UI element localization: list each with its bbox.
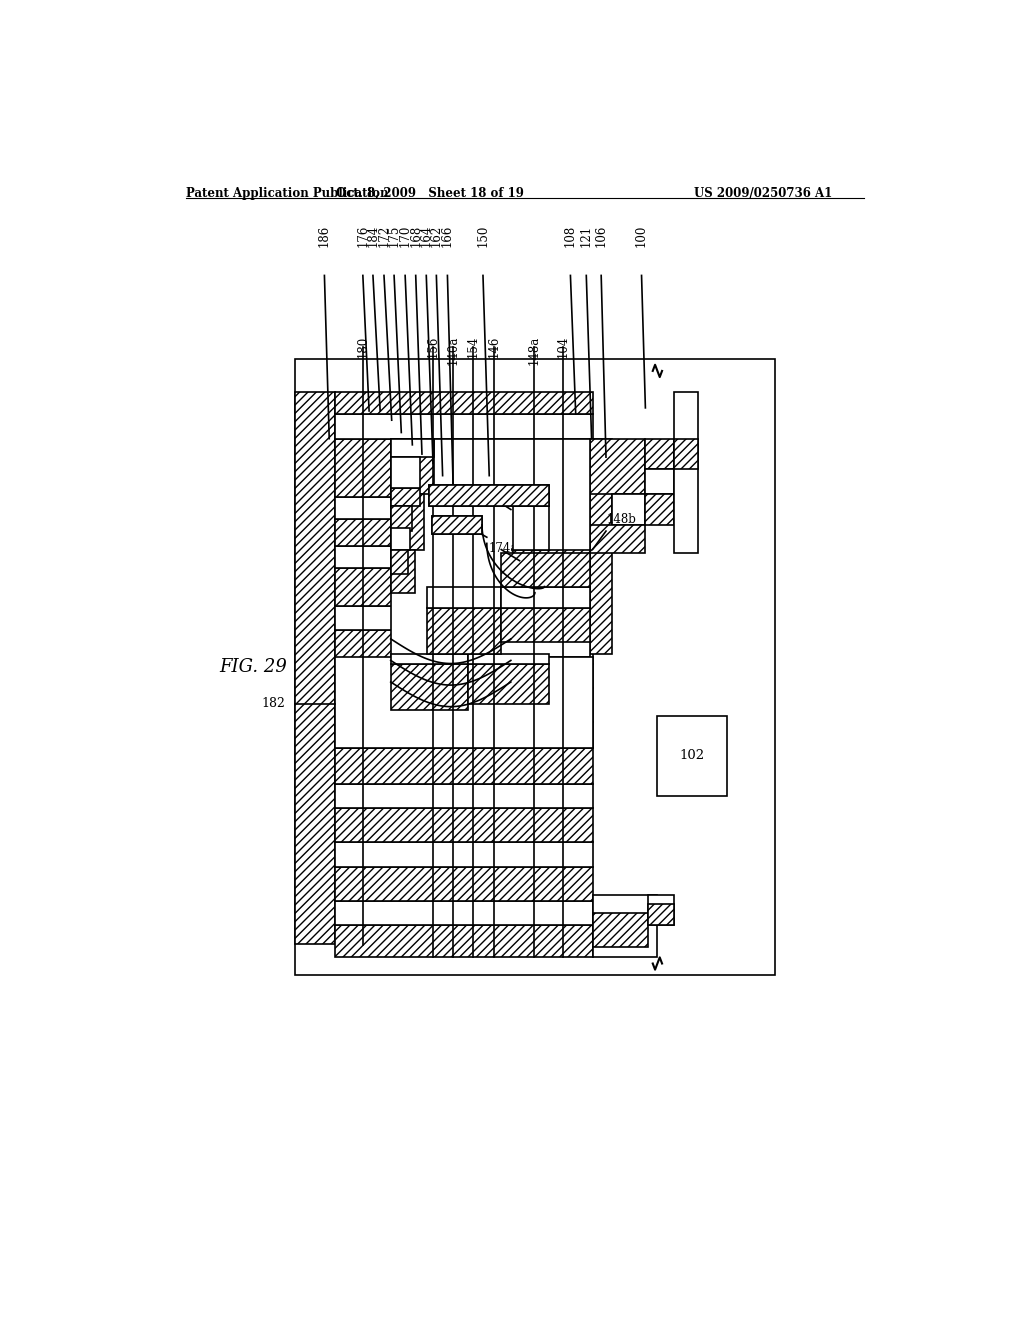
Bar — [336, 925, 593, 957]
Bar — [431, 516, 482, 535]
Bar — [336, 438, 593, 498]
Text: 146: 146 — [487, 335, 501, 358]
Bar — [391, 549, 408, 574]
Text: 106: 106 — [595, 224, 607, 247]
Bar — [391, 488, 420, 507]
Bar — [674, 438, 698, 470]
Bar — [648, 895, 674, 925]
Bar — [391, 655, 468, 664]
Bar — [336, 606, 593, 630]
Bar — [336, 722, 593, 748]
Text: 148a: 148a — [527, 335, 541, 364]
Text: 164: 164 — [420, 224, 433, 247]
Text: 174a: 174a — [488, 541, 518, 554]
Bar — [336, 842, 593, 867]
Text: 172: 172 — [378, 224, 390, 247]
Text: Patent Application Publication: Patent Application Publication — [186, 187, 389, 199]
Text: 162: 162 — [430, 224, 442, 247]
Bar — [336, 546, 593, 568]
Text: 104: 104 — [556, 335, 569, 358]
Bar — [336, 784, 593, 808]
Bar — [391, 528, 410, 549]
Bar — [391, 494, 424, 549]
Text: 176: 176 — [356, 224, 370, 247]
Bar — [336, 748, 593, 784]
Bar — [336, 808, 593, 842]
Bar — [501, 609, 590, 642]
Text: 168: 168 — [410, 224, 422, 247]
Bar — [645, 470, 674, 494]
Bar — [336, 519, 593, 546]
Bar — [645, 438, 674, 470]
Bar — [648, 904, 674, 925]
Text: 175: 175 — [388, 224, 400, 247]
Bar — [336, 568, 593, 606]
Text: 184: 184 — [367, 224, 380, 247]
Text: 148b: 148b — [607, 513, 637, 527]
Bar — [427, 586, 501, 609]
Text: 108: 108 — [564, 224, 577, 247]
Text: FIG. 29: FIG. 29 — [219, 657, 288, 676]
Bar — [501, 553, 590, 586]
Bar — [590, 438, 611, 655]
Bar — [391, 438, 434, 494]
Bar — [391, 457, 420, 488]
Text: 140a: 140a — [446, 335, 460, 364]
Bar — [468, 664, 549, 704]
Bar — [336, 664, 593, 688]
Bar — [590, 438, 645, 494]
Bar — [590, 525, 645, 553]
Text: 174b: 174b — [513, 513, 544, 527]
Text: 156: 156 — [427, 335, 439, 358]
Bar — [513, 507, 549, 549]
Bar — [468, 655, 549, 664]
Bar — [336, 657, 593, 748]
Bar — [513, 549, 590, 599]
Bar — [431, 516, 482, 535]
Bar — [295, 392, 336, 944]
Bar — [336, 900, 593, 925]
Text: 170: 170 — [398, 224, 412, 247]
Bar — [336, 688, 593, 722]
Bar — [427, 609, 501, 655]
Bar — [391, 438, 434, 457]
Bar — [593, 913, 648, 946]
Bar — [336, 867, 593, 900]
Text: 121: 121 — [580, 224, 593, 247]
Bar — [645, 494, 674, 525]
Text: 102: 102 — [680, 750, 706, 763]
Bar — [391, 664, 468, 710]
Bar — [391, 438, 590, 657]
Bar — [391, 549, 415, 593]
Bar — [611, 494, 645, 525]
Bar — [501, 586, 590, 609]
Bar — [593, 895, 657, 957]
Bar — [657, 715, 727, 796]
Bar — [336, 630, 593, 664]
Bar — [336, 392, 593, 414]
Bar — [429, 484, 549, 507]
Bar — [336, 414, 593, 438]
Bar — [336, 498, 593, 519]
Text: 186: 186 — [317, 224, 331, 247]
Text: 166: 166 — [441, 224, 454, 247]
Text: US 2009/0250736 A1: US 2009/0250736 A1 — [693, 187, 831, 199]
Text: 143: 143 — [521, 565, 544, 578]
Text: 154: 154 — [467, 335, 480, 358]
Text: 182: 182 — [261, 697, 285, 710]
Bar — [391, 507, 413, 531]
Text: 150: 150 — [476, 224, 489, 247]
Bar — [674, 392, 698, 553]
Text: Oct. 8, 2009   Sheet 18 of 19: Oct. 8, 2009 Sheet 18 of 19 — [336, 187, 524, 199]
Text: 180: 180 — [356, 335, 370, 358]
Bar — [295, 359, 775, 974]
Bar — [429, 484, 549, 507]
Text: 100: 100 — [635, 224, 648, 247]
